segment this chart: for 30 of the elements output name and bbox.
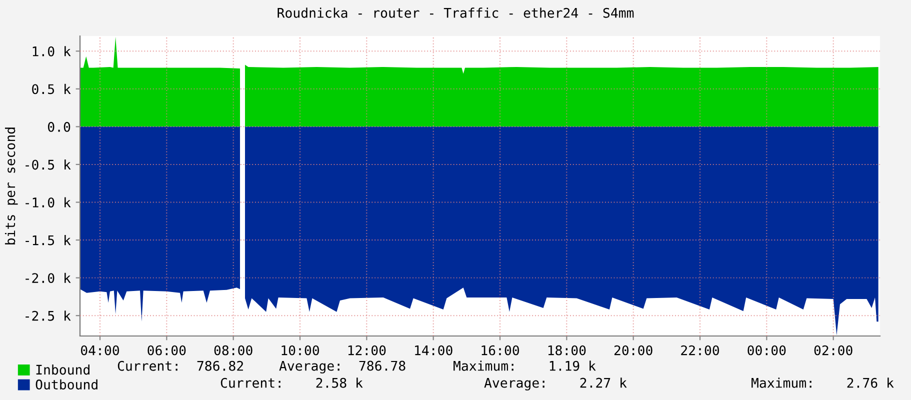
y-tick-label: -1.5 k	[26, 235, 71, 246]
y-axis-title: bits per second	[4, 128, 18, 244]
y-tick-label: 0.5 k	[32, 84, 71, 94]
y-tick-label: -2.0 k	[26, 272, 71, 284]
y-tick-label: -0.5 k	[26, 159, 71, 170]
x-tick-label: 18:00	[548, 345, 586, 356]
text: Average: 2.27 k	[484, 378, 627, 390]
text: Average: 786.78	[279, 360, 406, 374]
legend-label: Inbound	[36, 364, 90, 375]
text: Maximum: 1.19 k	[454, 360, 596, 371]
y-tick-label: 0.0	[48, 122, 70, 132]
x-tick-label: 20:00	[614, 345, 652, 356]
chart-title: Roudnicka - router - Traffic - ether24 - S4mm	[278, 8, 634, 18]
y-tick-label: 1.0 k	[32, 46, 71, 56]
x-tick-label: 08:00	[214, 345, 252, 356]
x-tick-label: 06:00	[148, 345, 186, 356]
y-tick-label: -2.5 k	[26, 310, 71, 321]
text: Current: 786.82	[118, 360, 243, 371]
x-tick-label: 04:00	[81, 345, 120, 356]
x-tick-label: 16:00	[482, 345, 520, 356]
x-tick-label: 10:00	[282, 345, 320, 356]
x-tick-label: 22:00	[681, 345, 720, 356]
x-tick-label: 00:00	[748, 345, 786, 356]
x-tick-label: 12:00	[348, 345, 386, 356]
x-tick-label: 02:00	[814, 345, 852, 356]
legend-label: Outbound	[36, 379, 98, 390]
y-tick-label: -1.0 k	[26, 197, 71, 208]
x-tick-label: 14:00	[415, 345, 452, 356]
text: Current: 2.58 k	[220, 378, 363, 388]
text: Maximum: 2.76 k	[752, 378, 894, 388]
